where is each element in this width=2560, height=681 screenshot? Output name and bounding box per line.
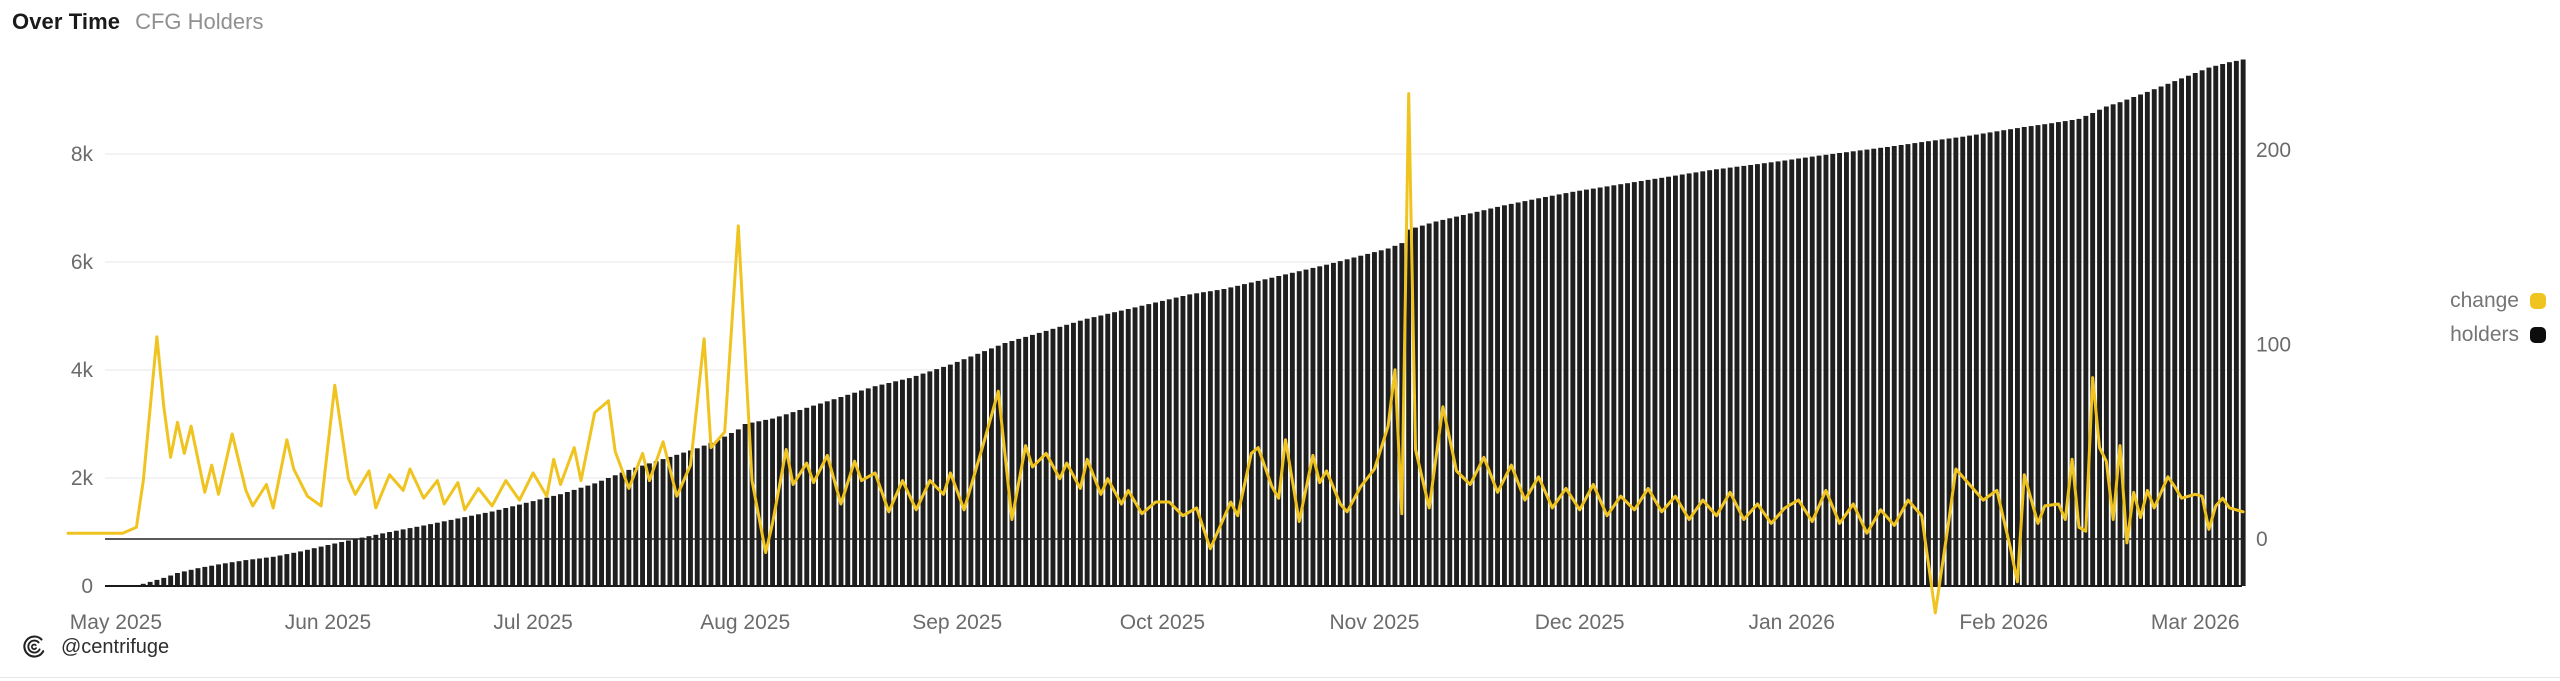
author-handle-link[interactable]: @centrifuge (61, 635, 170, 658)
svg-text:200: 200 (2256, 139, 2291, 162)
page-title: Over Time (12, 9, 121, 34)
svg-text:May 2025: May 2025 (70, 611, 162, 634)
svg-text:Feb 2026: Feb 2026 (1959, 611, 2048, 634)
svg-text:8k: 8k (71, 143, 94, 166)
line-series-change (66, 92, 2245, 615)
svg-text:0: 0 (2256, 528, 2268, 551)
axis-lines (105, 538, 2242, 587)
svg-text:Aug 2025: Aug 2025 (700, 611, 790, 634)
svg-text:6k: 6k (71, 251, 94, 274)
centrifuge-logo-icon (23, 635, 45, 658)
svg-text:2k: 2k (71, 467, 94, 490)
svg-text:Sep 2025: Sep 2025 (912, 611, 1002, 634)
svg-text:Dec 2025: Dec 2025 (1535, 611, 1625, 634)
svg-text:Jul 2025: Jul 2025 (493, 611, 572, 634)
svg-text:Mar 2026: Mar 2026 (2151, 611, 2240, 634)
chart-subtitle: CFG Holders (135, 9, 264, 34)
legend-label: change (2450, 289, 2519, 312)
svg-text:Oct 2025: Oct 2025 (1120, 611, 1205, 634)
svg-text:0: 0 (81, 575, 93, 598)
svg-text:Jun 2025: Jun 2025 (285, 611, 371, 634)
svg-text:100: 100 (2256, 334, 2291, 357)
left-axis-labels: 0 2k 4k 6k 8k (71, 143, 94, 598)
legend-label: holders (2450, 323, 2519, 346)
attribution-footer: @centrifuge (20, 633, 169, 661)
x-axis-labels: May 2025 Jun 2025 Jul 2025 Aug 2025 Sep 2025… (70, 611, 2240, 634)
legend-swatch-change (2530, 293, 2546, 309)
chart-title-bar: Over Time CFG Holders (12, 9, 263, 35)
bottom-divider (0, 677, 2560, 678)
chart-legend: change holders (2450, 287, 2546, 349)
right-axis-labels: 0 100 200 (2256, 139, 2291, 551)
legend-item-change[interactable]: change (2450, 287, 2546, 315)
legend-swatch-holders (2530, 327, 2546, 343)
bars-series-holders (140, 59, 2246, 587)
svg-text:Jan 2026: Jan 2026 (1748, 611, 1834, 634)
legend-item-holders[interactable]: holders (2450, 321, 2546, 349)
svg-text:4k: 4k (71, 359, 94, 382)
svg-text:Nov 2025: Nov 2025 (1330, 611, 1420, 634)
